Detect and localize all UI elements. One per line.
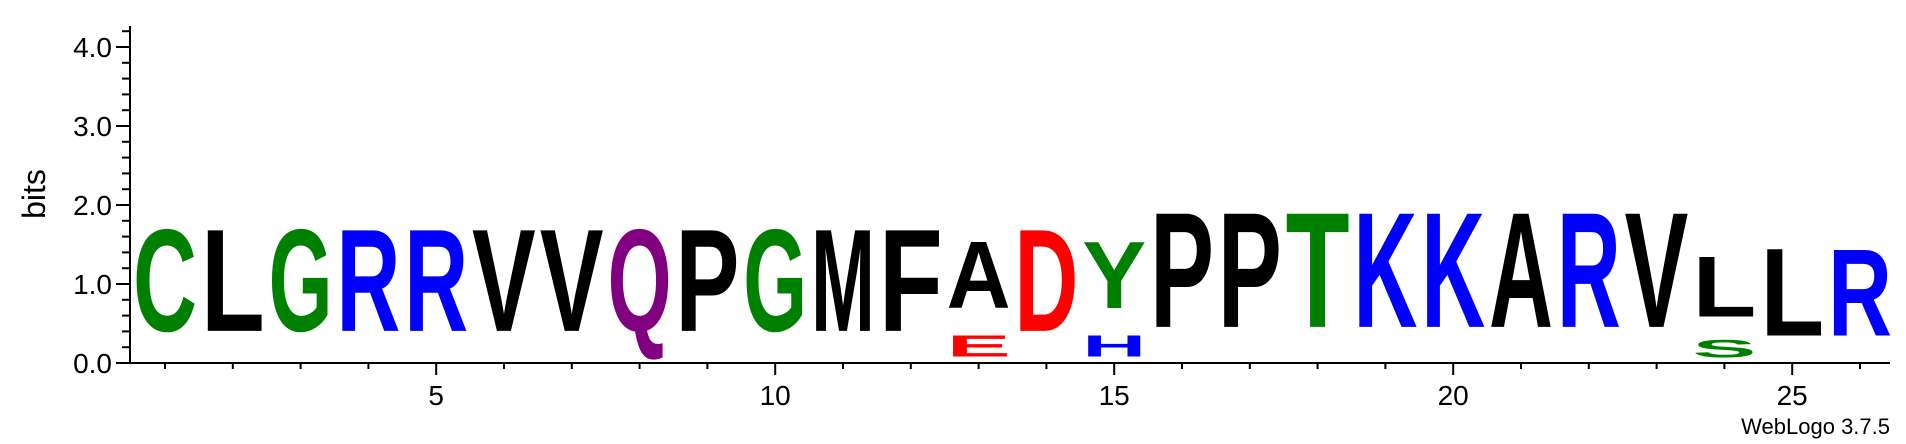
logo-letter-l-pos-24: L — [1692, 239, 1756, 336]
logo-letter-r-pos-22: R — [1557, 177, 1621, 361]
x-ticks: 5 10 15 20 25 — [164, 363, 1861, 411]
logo-letter-q-pos-8: Q — [608, 200, 672, 363]
chart-axes — [129, 26, 1890, 364]
logo-letter-p-pos-16: P — [1150, 178, 1214, 362]
x-tick-label: 10 — [760, 380, 791, 411]
logo-letter-d-pos-14: D — [1014, 199, 1078, 362]
logo-letters: C L G R R V V Q P G M F EA D HY P P T K K A R V SL L R — [133, 177, 1892, 363]
y-axis-title: bits — [16, 169, 52, 219]
y-tick-label: 2.0 — [73, 190, 112, 221]
logo-letter-p-pos-9: P — [675, 200, 739, 363]
logo-letter-h-pos-15: H — [1082, 329, 1146, 363]
logo-letter-f-pos-12: F — [879, 199, 943, 362]
logo-letter-m-pos-11: M — [811, 198, 875, 362]
logo-letter-r-pos-5: R — [404, 199, 468, 362]
weblogo-version-label: WebLogo 3.7.5 — [1741, 414, 1890, 439]
logo-letter-c-pos-1: C — [133, 199, 197, 362]
logo-letter-k-pos-20: K — [1421, 177, 1485, 361]
y-tick-label: 4.0 — [73, 32, 112, 63]
logo-letter-g-pos-10: G — [743, 200, 807, 363]
logo-letter-p-pos-17: P — [1218, 178, 1282, 362]
logo-letter-a-pos-13: A — [947, 223, 1011, 329]
y-tick-label: 0.0 — [73, 348, 112, 379]
y-tick-label: 3.0 — [73, 111, 112, 142]
logo-letter-e-pos-13: E — [947, 329, 1011, 363]
logo-letter-g-pos-3: G — [269, 200, 333, 363]
y-tick-label: 1.0 — [73, 269, 112, 300]
logo-letter-l-pos-25: L — [1760, 224, 1824, 363]
logo-letter-r-pos-26: R — [1828, 223, 1892, 363]
logo-letter-r-pos-4: R — [336, 199, 400, 362]
logo-letter-y-pos-15: Y — [1082, 222, 1146, 329]
x-tick-label: 15 — [1099, 380, 1130, 411]
logo-letter-a-pos-21: A — [1489, 177, 1553, 361]
logo-letter-s-pos-24: S — [1692, 335, 1756, 362]
logo-letter-l-pos-2: L — [201, 199, 265, 362]
x-tick-label: 25 — [1777, 380, 1808, 411]
logo-letter-t-pos-18: T — [1286, 179, 1350, 363]
x-tick-label: 5 — [428, 380, 444, 411]
logo-letter-v-pos-23: V — [1625, 179, 1689, 362]
y-ticks: 0.0 1.0 2.0 3.0 4.0 — [73, 30, 130, 379]
logo-letter-v-pos-6: V — [472, 200, 536, 363]
x-tick-label: 20 — [1438, 380, 1469, 411]
logo-letter-k-pos-19: K — [1353, 177, 1417, 361]
logo-letter-v-pos-7: V — [540, 200, 604, 363]
